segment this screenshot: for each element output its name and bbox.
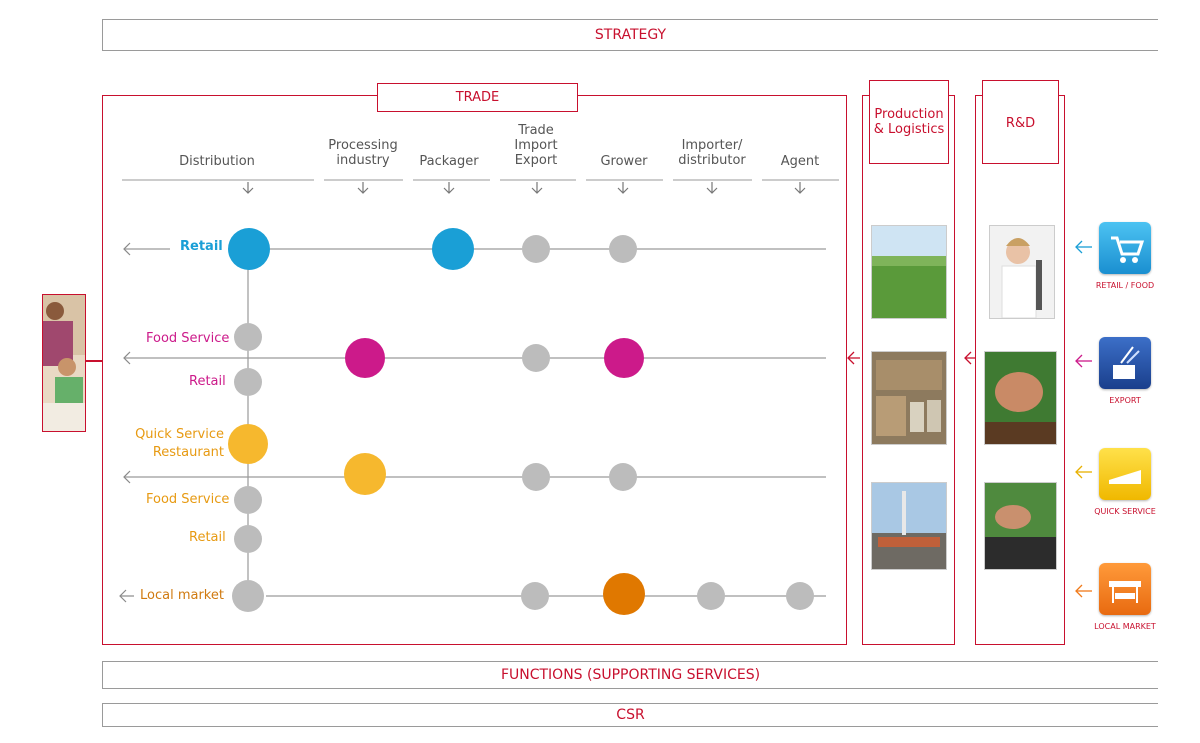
consumer-connector: [86, 360, 103, 362]
label-food-service: Food Service: [146, 331, 230, 346]
col-packager: Packager: [419, 154, 479, 169]
col-grower: Grower: [600, 154, 648, 169]
hands-soil-photo: [984, 351, 1057, 445]
rnd-title: R&D: [1005, 116, 1036, 131]
functions-band: FUNCTIONS (SUPPORTING SERVICES): [102, 661, 1158, 689]
rnd-to-production-arrow: [964, 351, 975, 365]
food-processing-node: [345, 338, 385, 378]
label-qsr-text: Quick Service Restaurant: [135, 427, 224, 460]
export-pot-icon: [1113, 346, 1140, 379]
csr-band: CSR: [102, 703, 1158, 727]
market-arrows: [1075, 240, 1092, 598]
col-trade-import-export: Trade Import Export: [498, 123, 574, 168]
col-processing-industry: Processing industry: [322, 138, 404, 168]
food-grower-node: [604, 338, 644, 378]
label-food-retail: Retail: [189, 374, 226, 389]
shopping-cart-icon: [1111, 236, 1145, 263]
field-icon: [872, 226, 946, 318]
retail-food-tile: [1099, 222, 1151, 274]
retail-trade-node: [522, 235, 550, 263]
quick-service-icon: [1109, 470, 1141, 484]
left-arrowheads: [119, 242, 134, 603]
export-caption: EXPORT: [1109, 396, 1141, 405]
qsr-retail-node: [234, 525, 262, 553]
family-photo-icon: [43, 295, 85, 431]
seedlings-icon: [985, 483, 1056, 569]
food-retail-node: [234, 368, 262, 396]
retail-food-caption: RETAIL / FOOD: [1095, 281, 1155, 290]
col-trade-import-export-label: Trade Import Export: [514, 123, 558, 168]
label-qsr: Quick Service Restaurant: [120, 426, 224, 462]
qsr-trade-node: [522, 463, 550, 491]
hands-plant-icon: [985, 352, 1056, 444]
label-qsr-retail: Retail: [189, 530, 226, 545]
production-to-trade-arrow: [847, 351, 860, 365]
retail-distribution-node: [228, 228, 270, 270]
local-agent-node: [786, 582, 814, 610]
lab-photo: [989, 225, 1055, 319]
production-title: Production & Logistics: [873, 107, 945, 137]
local-market-caption: LOCAL MARKET: [1094, 622, 1156, 631]
quick-service-caption: QUICK SERVICE: [1094, 507, 1156, 516]
label-qsr-food-service: Food Service: [146, 492, 230, 507]
local-importer-node: [697, 582, 725, 610]
qsr-distribution-node: [228, 424, 268, 464]
trade-title-box: TRADE: [377, 83, 578, 112]
strategy-band: STRATEGY: [102, 19, 1158, 51]
field-photo: [871, 225, 947, 319]
qsr-processing-node: [344, 453, 386, 495]
label-retail: Retail: [180, 239, 223, 254]
col-importer-distributor: Importer/ distributor: [670, 138, 754, 168]
rnd-title-box: R&D: [982, 80, 1059, 164]
functions-label: FUNCTIONS (SUPPORTING SERVICES): [500, 667, 761, 683]
consumer-photo: [42, 294, 86, 432]
qsr-food-service-node: [234, 486, 262, 514]
trade-box: [102, 95, 847, 645]
food-trade-node: [522, 344, 550, 372]
col-agent: Agent: [780, 154, 820, 169]
local-distribution-node: [232, 580, 264, 612]
local-grower-node: [603, 573, 645, 615]
food-service-node: [234, 323, 262, 351]
strategy-label: STRATEGY: [594, 27, 667, 43]
qsr-grower-node: [609, 463, 637, 491]
header-down-arrows: [242, 182, 806, 194]
label-local-market: Local market: [140, 588, 224, 603]
market-stall-icon: [1109, 581, 1141, 603]
export-tile: [1099, 337, 1151, 389]
trade-title: TRADE: [455, 90, 500, 105]
lab-scientist-icon: [990, 226, 1054, 319]
crates-photo: [871, 351, 947, 445]
col-processing-industry-label: Processing industry: [328, 138, 398, 168]
csr-label: CSR: [616, 707, 645, 723]
local-market-tile: [1099, 563, 1151, 615]
port-icon: [872, 483, 946, 569]
col-distribution: Distribution: [179, 154, 255, 169]
retail-grower-node: [609, 235, 637, 263]
col-importer-distributor-label: Importer/ distributor: [678, 138, 746, 168]
trade-network: [119, 179, 860, 615]
retail-packager-node: [432, 228, 474, 270]
row-lines: [124, 248, 826, 597]
crates-icon: [872, 352, 946, 444]
port-photo: [871, 482, 947, 570]
quick-service-tile: [1099, 448, 1151, 500]
production-title-box: Production & Logistics: [869, 80, 949, 164]
seedlings-photo: [984, 482, 1057, 570]
local-trade-node: [521, 582, 549, 610]
